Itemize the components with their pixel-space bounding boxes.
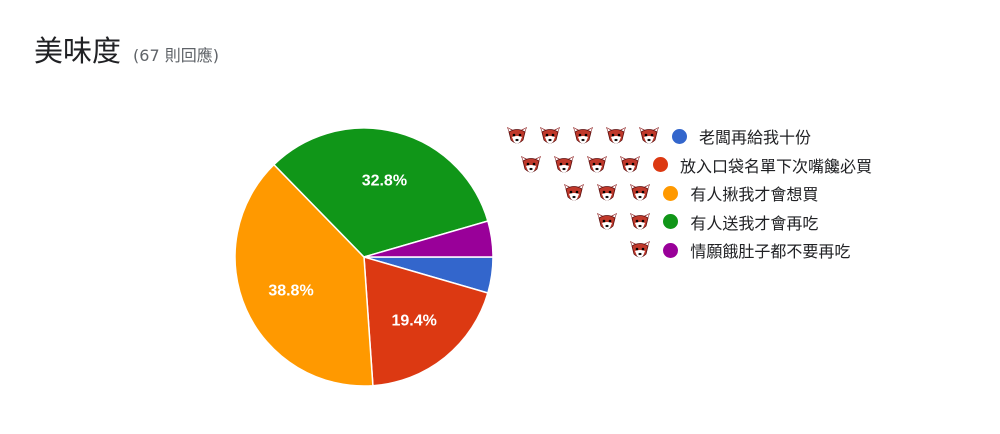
chart-legend: 老闆再給我十份放入口袋名單下次嘴饞必買有人揪我才會想買 有人送我才會再吃情願餓肚子… <box>500 122 873 265</box>
pie-slice[interactable] <box>272 127 489 258</box>
fox-face-icon <box>629 240 651 260</box>
legend-label: 情願餓肚子都不要再吃 <box>690 242 851 262</box>
legend-swatch <box>663 242 679 258</box>
pie-slice[interactable] <box>234 163 374 387</box>
legend-label: 有人揪我才會想買 <box>690 185 819 205</box>
fox-face-icon <box>563 183 585 203</box>
slice-value-label: 19.4% <box>392 312 437 329</box>
fox-face-icon <box>520 155 542 175</box>
fox-face-icon <box>605 126 627 146</box>
legend-swatch <box>672 128 687 144</box>
legend-item[interactable]: 情願餓肚子都不要再吃 <box>500 236 870 265</box>
fox-face-icon <box>638 126 660 146</box>
legend-label: 放入口袋名單下次嘴饞必買 <box>680 156 873 176</box>
legend-emoji-group <box>500 240 651 260</box>
fox-face-icon <box>629 212 651 232</box>
fox-face-icon <box>619 155 641 175</box>
legend-emoji-group <box>500 212 651 232</box>
response-count: (67 則回應) <box>133 46 219 65</box>
fox-face-icon <box>539 126 561 146</box>
legend-label: 有人送我才會再吃 <box>690 213 819 233</box>
fox-face-icon <box>586 155 608 175</box>
legend-item[interactable]: 有人送我才會再吃 <box>500 208 870 237</box>
fox-face-icon <box>596 212 618 232</box>
legend-item[interactable]: 老闆再給我十份 <box>500 122 870 151</box>
legend-item[interactable]: 放入口袋名單下次嘴饞必買 <box>500 151 873 180</box>
legend-label: 老闆再給我十份 <box>699 128 812 148</box>
legend-emoji-group <box>500 183 651 203</box>
fox-face-icon <box>629 183 651 203</box>
fox-face-icon <box>553 155 575 175</box>
pie-slice[interactable] <box>363 220 494 258</box>
legend-emoji-group <box>500 155 641 175</box>
legend-swatch <box>663 185 679 201</box>
fox-face-icon <box>572 126 594 146</box>
legend-item[interactable]: 有人揪我才會想買 <box>500 179 870 208</box>
fox-face-icon <box>506 126 528 146</box>
fox-face-icon <box>596 183 618 203</box>
legend-emoji-group <box>500 126 660 146</box>
slice-value-label: 38.8% <box>268 283 313 300</box>
chart-header: 美味度 (67 則回應) <box>34 28 219 70</box>
pie-slice[interactable] <box>363 255 489 387</box>
legend-swatch <box>653 157 668 173</box>
slice-value-label: 32.8% <box>362 173 407 190</box>
chart-title: 美味度 <box>34 34 122 68</box>
legend-swatch <box>663 214 679 230</box>
